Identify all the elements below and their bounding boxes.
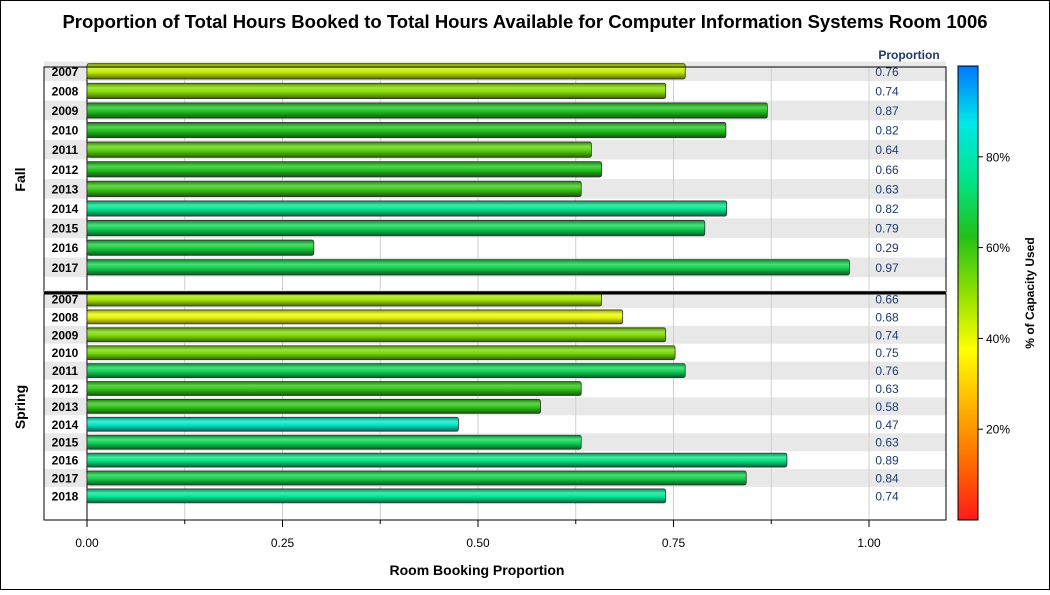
x-tick-label: 0.50	[466, 536, 490, 550]
bar-fall-2008	[86, 82, 667, 99]
category-label: 2014	[52, 418, 79, 432]
value-label: 0.29	[875, 241, 899, 255]
x-tick-label: 0.00	[75, 536, 99, 550]
value-label: 0.63	[875, 182, 899, 196]
x-axis: 0.00 0.25 0.50 0.75 1.00	[44, 519, 946, 550]
colorbar: 20% 40% 60% 80% % of Capacity Used	[957, 65, 1037, 521]
panel-label: Spring	[12, 385, 28, 429]
category-label: 2008	[52, 84, 79, 98]
category-label: 2015	[52, 222, 79, 236]
bar-spring-2008	[86, 309, 624, 325]
bar-fall-2015	[86, 220, 706, 237]
bar-fall-2016	[86, 239, 315, 256]
category-label: 2018	[52, 489, 79, 503]
category-label: 2017	[52, 261, 79, 275]
chart-title: Proportion of Total Hours Booked to Tota…	[62, 11, 987, 32]
value-label: 0.58	[875, 400, 899, 414]
x-tick-label: 0.75	[662, 536, 686, 550]
colorbar-gradient	[957, 65, 979, 521]
category-label: 2010	[52, 346, 79, 360]
value-label: 0.79	[875, 222, 899, 236]
value-label: 0.74	[875, 489, 899, 503]
category-label: 2016	[52, 241, 79, 255]
bar-fall-2012	[86, 161, 602, 178]
bar-spring-2014	[86, 416, 459, 432]
value-column-header: Proportion	[878, 48, 939, 62]
colorbar-tick-label: 60%	[986, 241, 1010, 255]
value-label: 0.74	[875, 328, 899, 342]
plot-area: 2007 0.76 2008 0.74 2009 0.87 2010 0.82 2011 0.64…	[12, 61, 947, 521]
value-label: 0.82	[875, 124, 899, 138]
value-label: 0.74	[875, 84, 899, 98]
colorbar-label: % of Capacity Used	[1023, 237, 1037, 348]
bar-spring-2016	[86, 452, 788, 468]
x-tick-label: 1.00	[857, 536, 881, 550]
value-label: 0.76	[875, 364, 899, 378]
value-label: 0.76	[875, 65, 899, 79]
bar-spring-2017	[86, 470, 747, 486]
bar-fall-2017	[86, 259, 850, 276]
panel-spring: 2007 0.66 2008 0.68 2009 0.74 2010 0.75 2011 0.76…	[12, 290, 947, 521]
bar-spring-2013	[86, 399, 541, 414]
panel-fall: 2007 0.76 2008 0.74 2009 0.87 2010 0.82 2011 0.64…	[12, 61, 947, 293]
x-axis-label: Room Booking Proportion	[390, 562, 565, 578]
category-label: 2007	[52, 65, 79, 79]
colorbar-tick-label: 80%	[986, 150, 1010, 164]
category-label: 2008	[52, 310, 79, 324]
colorbar-tick-label: 40%	[986, 332, 1010, 346]
category-label: 2011	[52, 364, 78, 378]
category-label: 2009	[52, 104, 79, 118]
category-label: 2009	[52, 328, 79, 342]
value-label: 0.47	[875, 418, 899, 432]
panel-label: Fall	[12, 167, 28, 191]
value-label: 0.66	[875, 163, 899, 177]
category-label: 2007	[52, 293, 79, 307]
bar-fall-2007	[86, 63, 686, 80]
category-label: 2012	[52, 382, 79, 396]
bar-spring-2012	[86, 381, 582, 396]
category-label: 2011	[52, 143, 78, 157]
category-label: 2013	[52, 182, 79, 196]
bar-spring-2009	[86, 327, 667, 343]
bar-fall-2013	[86, 180, 582, 197]
category-label: 2014	[52, 202, 79, 216]
category-label: 2016	[52, 454, 79, 468]
x-tick-label: 0.25	[271, 536, 295, 550]
category-label: 2010	[52, 124, 79, 138]
value-label: 0.84	[875, 472, 899, 486]
category-label: 2013	[52, 400, 79, 414]
bar-fall-2011	[86, 141, 592, 158]
bar-fall-2009	[86, 102, 768, 119]
colorbar-tick-label: 20%	[986, 423, 1010, 437]
value-label: 0.75	[875, 346, 899, 360]
bar-spring-2010	[86, 345, 676, 361]
category-label: 2017	[52, 472, 79, 486]
bar-spring-2018	[86, 488, 667, 504]
value-label: 0.97	[875, 261, 899, 275]
value-label: 0.64	[875, 143, 899, 157]
bar-fall-2010	[86, 122, 727, 139]
category-label: 2015	[52, 436, 79, 450]
bar-spring-2015	[86, 434, 582, 450]
bar-spring-2011	[86, 363, 686, 378]
category-label: 2012	[52, 163, 79, 177]
value-label: 0.89	[875, 454, 899, 468]
value-label: 0.66	[875, 293, 899, 307]
value-label: 0.63	[875, 382, 899, 396]
value-label: 0.63	[875, 436, 899, 450]
value-label: 0.68	[875, 310, 899, 324]
value-label: 0.87	[875, 104, 899, 118]
bar-fall-2014	[86, 200, 728, 217]
value-label: 0.82	[875, 202, 899, 216]
